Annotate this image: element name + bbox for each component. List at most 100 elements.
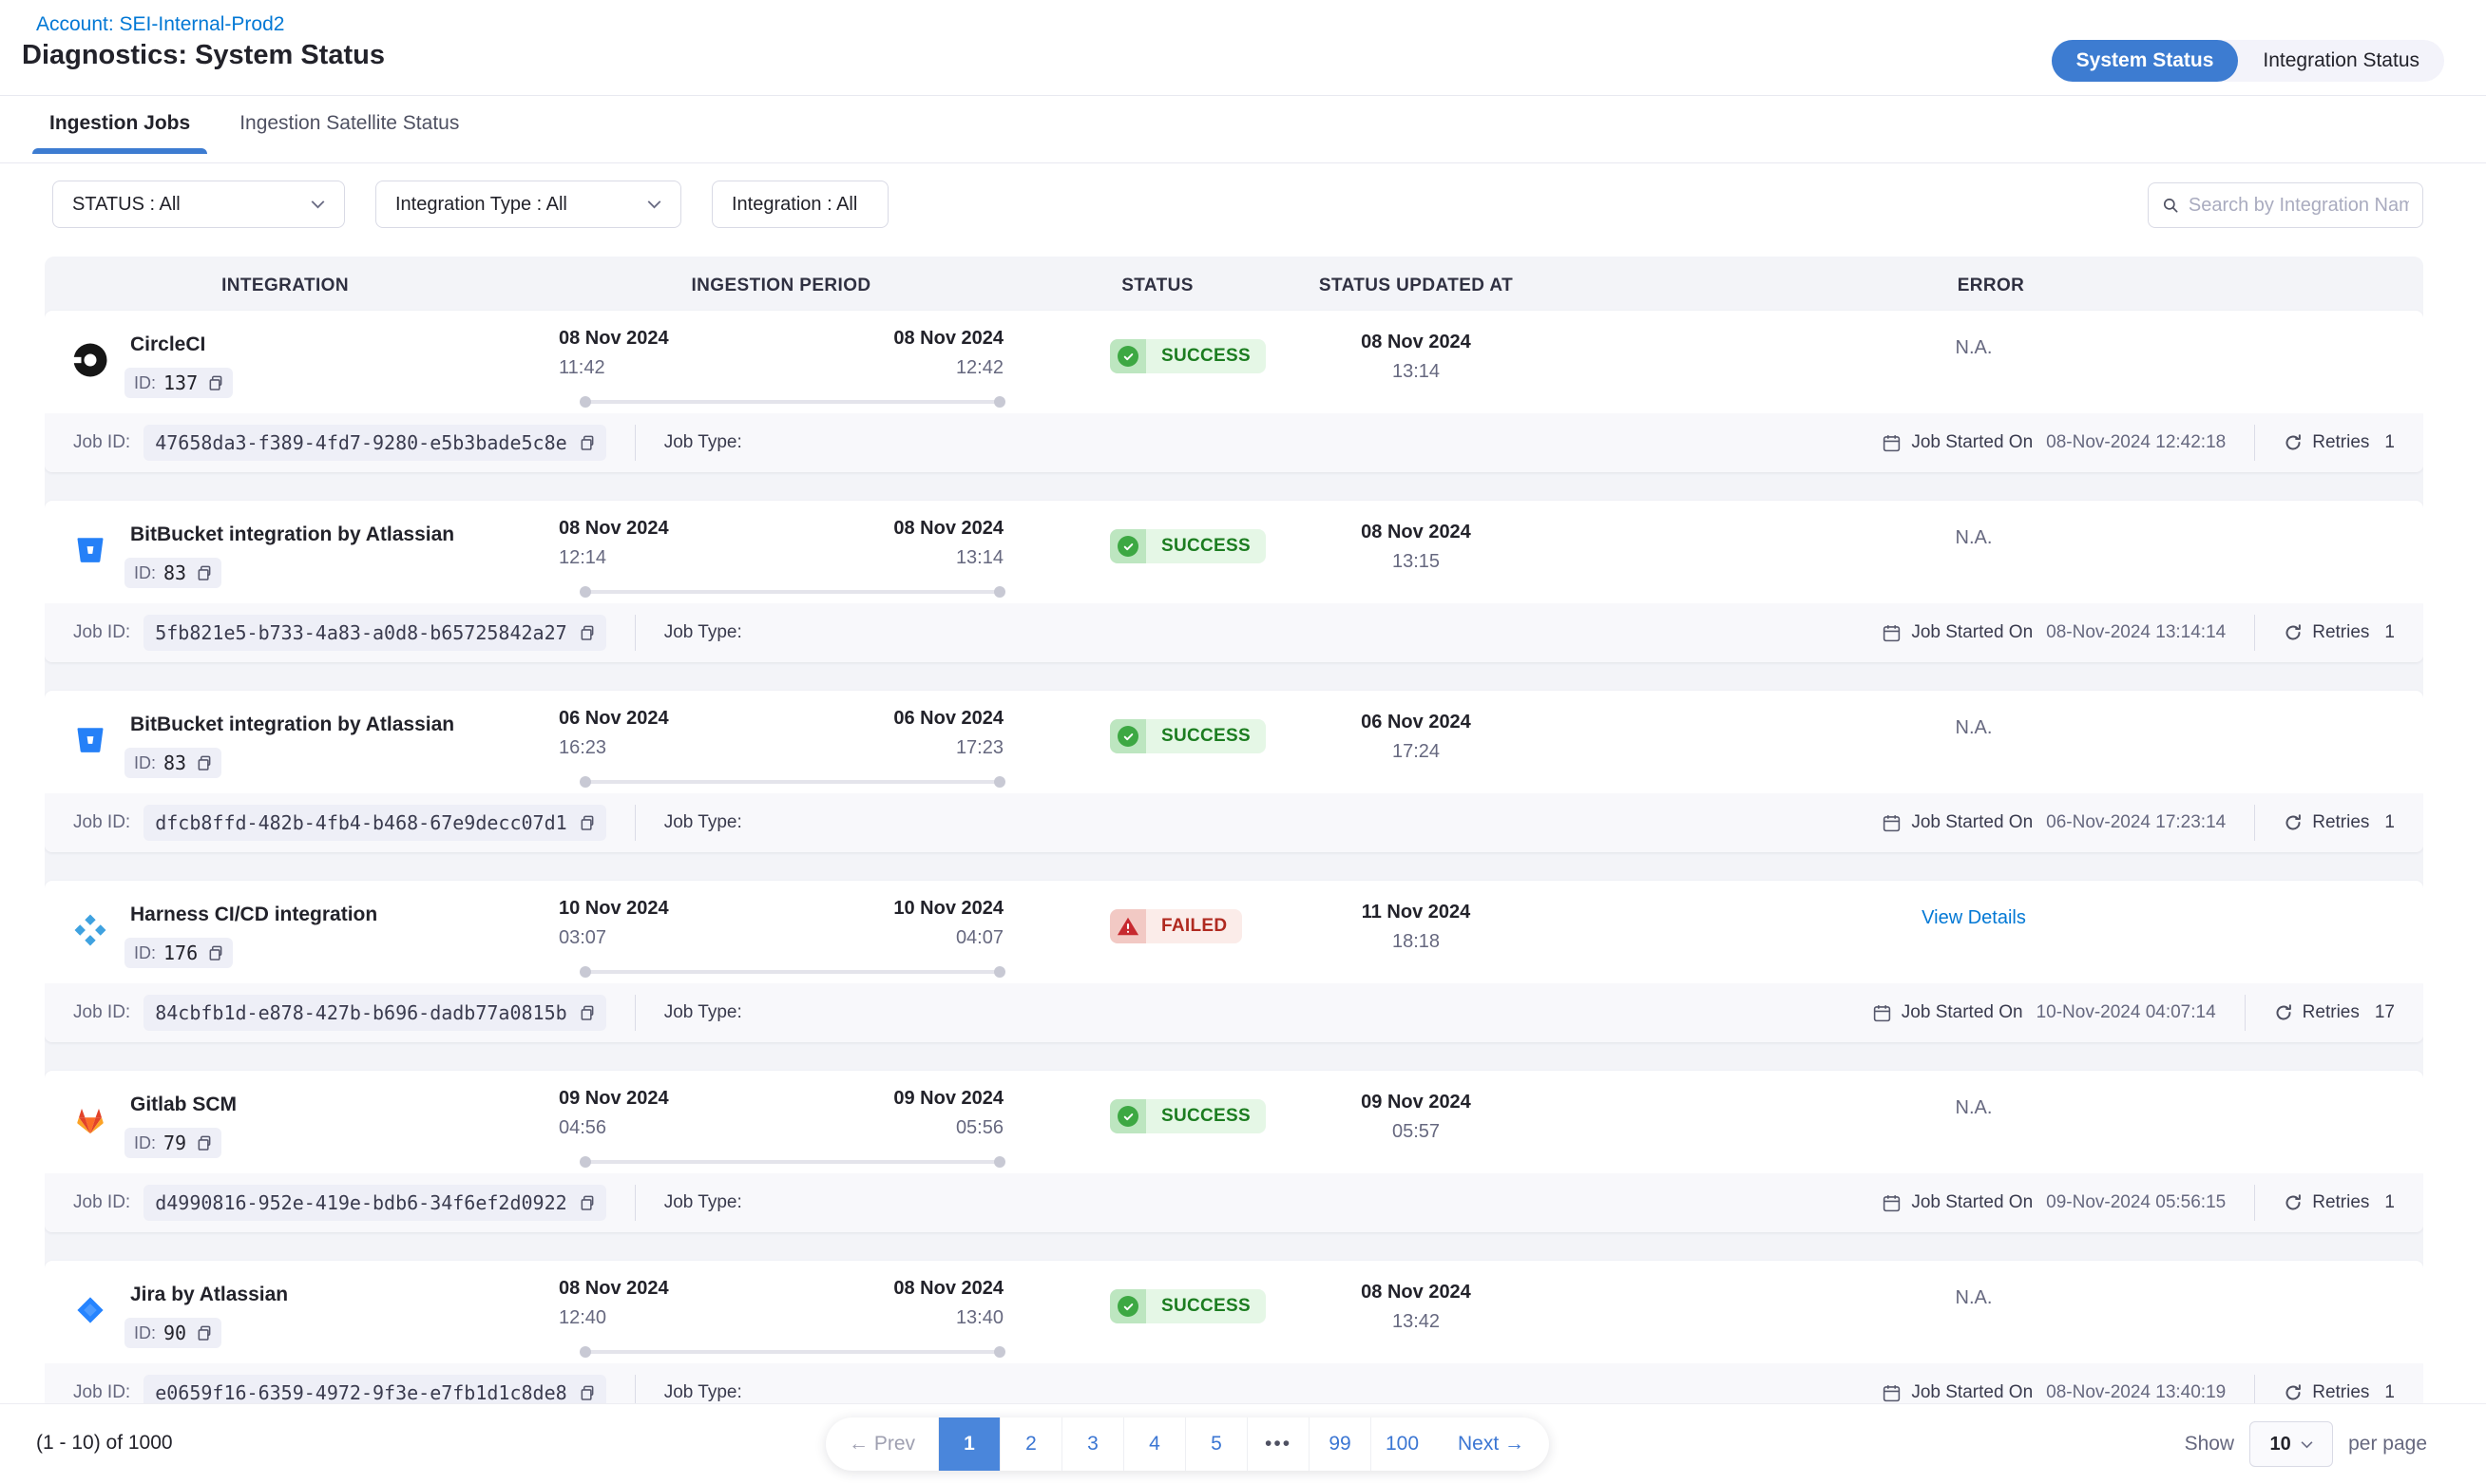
retries-label: Retries (2302, 1002, 2360, 1022)
copy-icon[interactable] (194, 1324, 212, 1342)
page-button-1[interactable]: 1 (939, 1417, 1002, 1471)
tab-ingestion-satellite-status[interactable]: Ingestion Satellite Status (239, 112, 460, 134)
job-id-value: 47658da3-f389-4fd7-9280-e5b3bade5c8e (155, 431, 567, 454)
period-range-slider[interactable] (580, 966, 1005, 978)
page-button-5[interactable]: 5 (1186, 1417, 1249, 1471)
copy-icon[interactable] (194, 564, 212, 582)
gitlab-icon (69, 1099, 111, 1141)
period-end-time: 17:23 (955, 737, 1004, 758)
table-header-row: INTEGRATION INGESTION PERIOD STATUS STAT… (45, 257, 2423, 311)
calendar-icon (1884, 624, 1901, 641)
tab-bar: Ingestion Jobs Ingestion Satellite Statu… (31, 112, 460, 154)
integration-name: Harness CI/CD integration (130, 904, 378, 925)
divider (2254, 1185, 2256, 1221)
period-start-date: 09 Nov 2024 (559, 1088, 669, 1109)
search-box[interactable] (2148, 182, 2423, 228)
integration-id-value: 83 (163, 752, 187, 774)
retries-value: 1 (2384, 622, 2395, 642)
copy-icon[interactable] (205, 944, 223, 962)
bitbucket-icon (69, 529, 111, 571)
period-end-date: 06 Nov 2024 (893, 708, 1004, 729)
status-badge: SUCCESS (1110, 719, 1266, 753)
search-icon (2163, 199, 2178, 213)
period-range-slider[interactable] (580, 776, 1005, 788)
id-label: ID: (134, 942, 157, 962)
integration-type-filter-dropdown[interactable]: Integration Type : All (375, 181, 681, 228)
prev-page-button[interactable]: ← Prev (826, 1417, 940, 1471)
copy-icon[interactable] (577, 1004, 595, 1022)
copy-icon[interactable] (194, 754, 212, 772)
copy-icon[interactable] (577, 434, 595, 452)
job-id-chip: 84cbfb1d-e878-427b-b696-dadb77a0815b (143, 995, 606, 1031)
retries-value: 1 (2384, 1382, 2395, 1402)
page-button-100[interactable]: 100 (1385, 1433, 1420, 1455)
period-range-slider[interactable] (580, 396, 1005, 408)
status-filter-dropdown[interactable]: STATUS : All (52, 181, 345, 228)
period-start-date: 08 Nov 2024 (559, 518, 669, 539)
integration-id-chip: ID: 83 (124, 558, 222, 588)
status-updated-cell: 09 Nov 2024 05:57 (1297, 1092, 1535, 1143)
view-details-link[interactable]: View Details (1922, 907, 2026, 928)
period-end-date: 09 Nov 2024 (893, 1088, 1004, 1109)
copy-icon[interactable] (577, 1384, 595, 1402)
integration-status-toggle-button[interactable]: Integration Status (2263, 49, 2419, 71)
period-end-time: 13:40 (955, 1307, 1004, 1328)
status-badge: SUCCESS (1110, 529, 1266, 563)
page-size-value: 10 (2269, 1433, 2291, 1455)
retries-icon (2285, 814, 2302, 830)
status-updated-time: 18:18 (1391, 931, 1441, 952)
period-range-slider[interactable] (580, 586, 1005, 598)
retries-label: Retries (2312, 1192, 2370, 1212)
copy-icon[interactable] (577, 624, 595, 642)
job-started-value: 09-Nov-2024 05:56:15 (2046, 1192, 2227, 1212)
integration-id-value: 90 (163, 1322, 187, 1344)
pagination-bar: (1 - 10) of 1000 ← Prev 1 2 3 4 5 ••• 99 100 Ne… (0, 1404, 2486, 1484)
status-text: SUCCESS (1146, 529, 1266, 563)
job-started-group: Job Started On 08-Nov-2024 12:42:18 (1882, 432, 2226, 453)
job-type-label: Job Type: (663, 1002, 742, 1022)
account-link[interactable]: Account: SEI-Internal-Prod2 (36, 13, 285, 35)
page-button-3[interactable]: 3 (1062, 1417, 1125, 1471)
system-status-toggle-button[interactable]: System Status (2051, 40, 2239, 82)
copy-icon[interactable] (205, 374, 223, 392)
status-text: SUCCESS (1146, 719, 1266, 753)
table-row: Jira by Atlassian ID: 90 08 Nov 2024 08 … (45, 1261, 2423, 1422)
integration-id-value: 79 (163, 1132, 187, 1154)
divider (634, 1185, 636, 1221)
job-detail-strip: Job ID: 5fb821e5-b733-4a83-a0d8-b6572584… (45, 603, 2423, 662)
calendar-icon (1884, 814, 1901, 831)
copy-icon[interactable] (577, 1194, 595, 1212)
integration-name: CircleCI (130, 333, 206, 355)
job-type-label: Job Type: (663, 1192, 742, 1212)
job-type-label: Job Type: (663, 432, 742, 452)
period-start-date: 10 Nov 2024 (559, 898, 669, 919)
id-label: ID: (134, 752, 157, 772)
divider (634, 425, 636, 461)
period-start-time: 12:40 (559, 1307, 607, 1328)
page-button-2[interactable]: 2 (1001, 1417, 1063, 1471)
status-icon (1110, 909, 1146, 943)
job-started-value: 08-Nov-2024 13:14:14 (2046, 622, 2227, 642)
period-start-time: 03:07 (559, 927, 607, 948)
status-updated-date: 06 Nov 2024 (1361, 712, 1471, 732)
job-id-value: 84cbfb1d-e878-427b-b696-dadb77a0815b (155, 1001, 567, 1024)
status-icon (1110, 1099, 1146, 1133)
failed-warning-icon (1117, 917, 1139, 936)
page-button-99[interactable]: 99 (1310, 1417, 1372, 1471)
search-input[interactable] (2188, 194, 2409, 217)
period-range-slider[interactable] (580, 1346, 1005, 1358)
job-type-label: Job Type: (663, 812, 742, 832)
tab-ingestion-jobs[interactable]: Ingestion Jobs (31, 112, 208, 154)
period-range-slider[interactable] (580, 1156, 1005, 1168)
copy-icon[interactable] (577, 814, 595, 832)
page-size-select[interactable]: 10 (2249, 1421, 2334, 1467)
divider (2244, 995, 2246, 1031)
status-updated-date: 09 Nov 2024 (1361, 1092, 1471, 1113)
integration-filter-dropdown[interactable]: Integration : All (712, 181, 889, 228)
retries-icon (2285, 624, 2302, 640)
page-button-4[interactable]: 4 (1124, 1417, 1187, 1471)
next-page-button[interactable]: Next → (1458, 1433, 1525, 1455)
retries-label: Retries (2312, 1382, 2370, 1402)
ingestion-period-cell: 10 Nov 2024 10 Nov 2024 03:07 04:07 (559, 898, 1005, 978)
copy-icon[interactable] (194, 1134, 212, 1152)
